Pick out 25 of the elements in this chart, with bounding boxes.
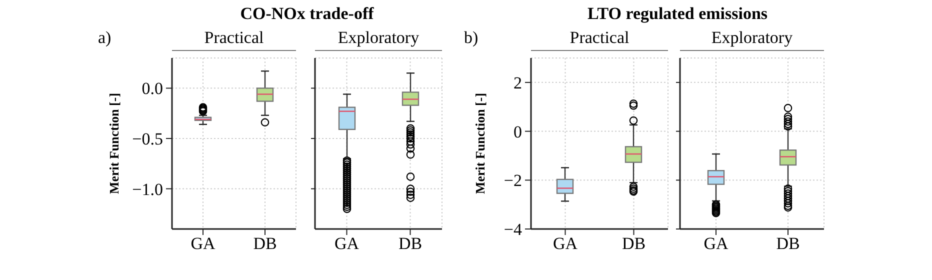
text: b) [464,28,478,48]
chart-subtitle: Exploratory [680,28,824,51]
chart-title: CO-NOx trade-off [239,4,375,24]
chart-subtitle: Exploratory [315,28,442,51]
x-tick-label: GA [190,234,216,254]
chart-subtitle: Practical [172,28,296,51]
text: a) [98,28,112,48]
y-tick-label: −4 [504,220,522,240]
x-tick-label: DB [622,234,646,254]
y-axis-title: Merit Function [-] [106,92,122,194]
x-tick-label: GA [704,234,729,254]
y-tick-label: −2 [504,171,522,190]
y-tick-label: −0.5 [132,130,163,149]
chart-title: LTO regulated emissions [586,4,769,24]
y-tick-label: 0 [514,122,522,142]
chart-subtitle: Practical [531,28,668,51]
x-tick-label: DB [253,234,277,254]
y-tick-label: 0.0 [142,79,163,98]
y-tick-label: −1.0 [132,180,163,199]
x-tick-label: GA [334,234,360,254]
x-tick-label: DB [776,234,800,254]
y-axis-title: Merit Function [-] [472,92,488,194]
x-tick-label: DB [398,234,422,254]
y-tick-label: 2 [514,73,522,92]
x-tick-label: GA [552,234,578,254]
